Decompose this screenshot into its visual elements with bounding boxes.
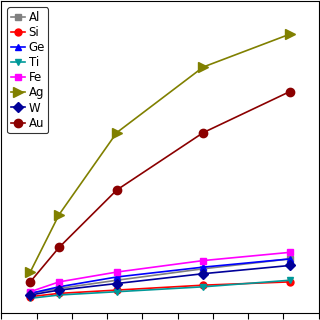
- Ge: [288, 257, 292, 261]
- Fe: [201, 259, 205, 262]
- Line: Ti: Ti: [27, 277, 293, 302]
- Legend: Al, Si, Ge, Ti, Fe, Ag, W, Au: Al, Si, Ge, Ti, Fe, Ag, W, Au: [7, 7, 48, 133]
- Au: [57, 245, 61, 249]
- Al: [57, 286, 61, 290]
- Fe: [28, 290, 32, 294]
- Al: [28, 292, 32, 295]
- Fe: [288, 251, 292, 254]
- Line: Ge: Ge: [27, 255, 293, 297]
- Al: [288, 257, 292, 261]
- Ag: [201, 65, 205, 69]
- Si: [57, 292, 61, 295]
- Line: Al: Al: [27, 255, 293, 297]
- Au: [28, 280, 32, 284]
- Au: [288, 90, 292, 93]
- Al: [115, 278, 119, 282]
- Au: [201, 131, 205, 134]
- Si: [115, 288, 119, 292]
- Si: [28, 295, 32, 299]
- W: [57, 288, 61, 292]
- Line: Si: Si: [27, 278, 293, 300]
- Line: W: W: [27, 262, 293, 299]
- Line: Au: Au: [26, 87, 294, 286]
- Ge: [115, 275, 119, 279]
- Si: [288, 280, 292, 284]
- W: [115, 282, 119, 285]
- Fe: [57, 280, 61, 284]
- Ag: [57, 213, 61, 217]
- Au: [115, 188, 119, 192]
- Ge: [28, 292, 32, 295]
- Line: Ag: Ag: [25, 29, 295, 277]
- W: [288, 264, 292, 268]
- Ge: [201, 265, 205, 269]
- Fe: [115, 270, 119, 274]
- Ti: [115, 290, 119, 294]
- Ag: [115, 131, 119, 134]
- Ti: [201, 285, 205, 289]
- Ti: [57, 293, 61, 297]
- W: [28, 293, 32, 297]
- Ti: [28, 296, 32, 300]
- Line: Fe: Fe: [27, 249, 293, 295]
- Ag: [28, 270, 32, 274]
- Si: [201, 283, 205, 287]
- Ge: [57, 285, 61, 289]
- Ti: [288, 278, 292, 282]
- W: [201, 272, 205, 276]
- Al: [201, 267, 205, 271]
- Ag: [288, 32, 292, 36]
